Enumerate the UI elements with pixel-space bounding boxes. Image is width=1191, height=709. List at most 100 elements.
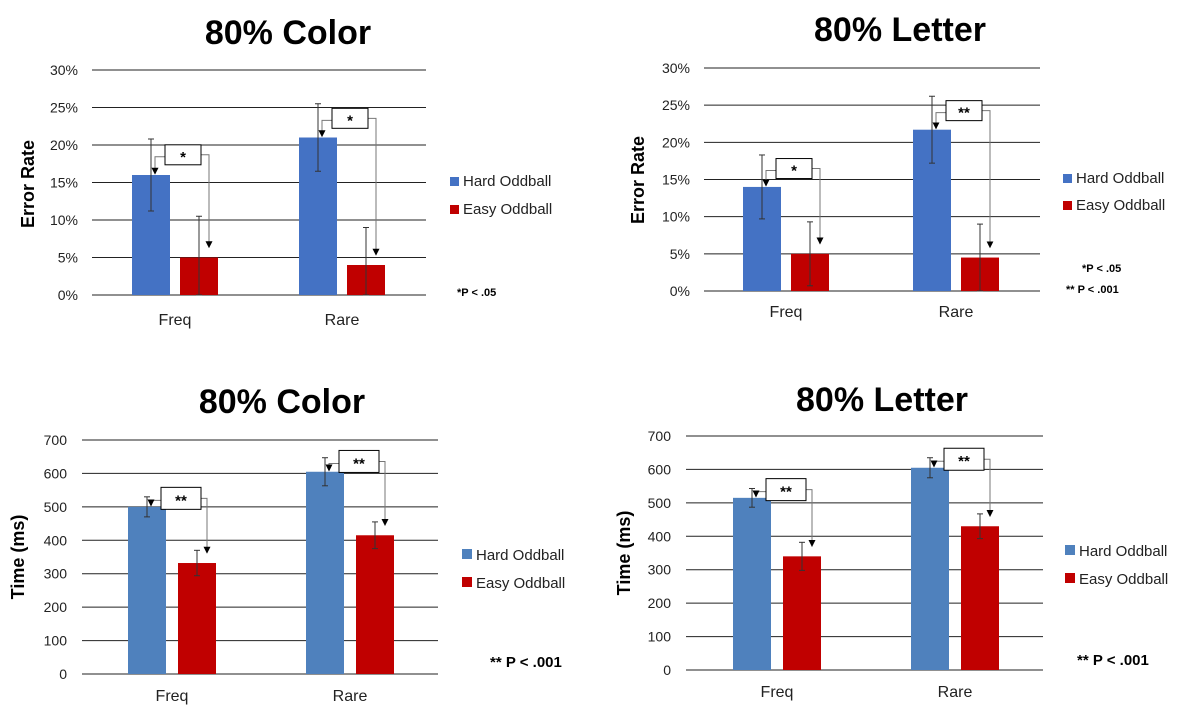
- legend-swatch-hard-oddball: [1065, 545, 1075, 555]
- y-tick-label: 600: [648, 461, 672, 477]
- y-axis-label: Time (ms): [614, 511, 634, 596]
- category-label-freq: Freq: [761, 684, 794, 701]
- significance-arrow-hard: [752, 490, 766, 498]
- significance-note: ** P < .001: [1077, 652, 1149, 669]
- bar-easy-oddball-freq: [783, 556, 821, 670]
- y-tick-label: 0%: [670, 283, 690, 299]
- legend-swatch-hard-oddball: [450, 177, 459, 186]
- y-tick-label: 400: [648, 528, 672, 544]
- legend-swatch-easy-oddball: [1065, 573, 1075, 583]
- legend-label-easy-oddball: Easy Oddball: [463, 201, 552, 218]
- y-tick-label: 20%: [662, 134, 690, 150]
- bar-easy-oddball-rare: [961, 526, 999, 670]
- legend: Hard Oddball Easy Oddball: [450, 173, 552, 218]
- significance-marker: *: [347, 112, 353, 129]
- legend-label-hard-oddball: Hard Oddball: [463, 173, 551, 190]
- y-tick-label: 10%: [50, 212, 78, 228]
- legend-swatch-easy-oddball: [462, 577, 472, 587]
- significance-arrow-hard: [325, 462, 339, 472]
- significance-box: [775, 158, 813, 180]
- category-label-rare: Rare: [938, 684, 973, 701]
- category-label-rare: Rare: [333, 688, 368, 705]
- legend-swatch-hard-oddball: [1063, 174, 1072, 183]
- plot-area: 0% 5% 10% 15% 20% 25% 30% Freq * Rare *: [50, 62, 426, 329]
- bar-easy-oddball-freq: [178, 563, 216, 674]
- y-axis-label: Error Rate: [628, 136, 648, 224]
- significance-box: [943, 447, 985, 471]
- significance-arrow-hard: [318, 119, 332, 138]
- bar-hard-oddball-rare: [911, 467, 949, 670]
- legend-swatch-easy-oddball: [1063, 201, 1072, 210]
- legend-label-easy-oddball: Easy Oddball: [1076, 197, 1165, 214]
- category-label-rare: Rare: [939, 304, 974, 321]
- significance-box: [164, 144, 202, 166]
- category-label-freq: Freq: [159, 312, 192, 329]
- y-tick-label: 300: [44, 566, 68, 582]
- legend-swatch-hard-oddball: [462, 549, 472, 559]
- y-tick-label: 30%: [50, 62, 78, 78]
- significance-arrow-easy: [812, 168, 824, 245]
- significance-marker: *: [180, 149, 186, 166]
- legend: Hard Oddball Easy Oddball: [1063, 170, 1165, 214]
- legend: Hard Oddball Easy Oddball: [462, 547, 565, 592]
- legend-swatch-easy-oddball: [450, 205, 459, 214]
- y-tick-label: 25%: [50, 100, 78, 116]
- significance-marker: **: [958, 453, 970, 470]
- y-tick-label: 300: [648, 562, 672, 578]
- significance-box: [160, 486, 202, 510]
- y-tick-label: 5%: [58, 250, 78, 266]
- significance-arrow-hard: [932, 112, 946, 130]
- bar-easy-oddball-rare: [356, 535, 394, 674]
- plot-area: 0% 5% 10% 15% 20% 25% 30% Freq * Rare **: [662, 60, 1040, 321]
- y-tick-label: 500: [648, 495, 672, 511]
- significance-marker: **: [353, 455, 365, 472]
- significance-box: [338, 449, 380, 473]
- significance-note-1: *P < .05: [1082, 263, 1121, 275]
- chart-title: 80% Color: [199, 383, 365, 421]
- legend-label-hard-oddball: Hard Oddball: [476, 547, 564, 564]
- significance-arrow-hard: [930, 460, 944, 468]
- chart-title: 80% Color: [205, 14, 371, 52]
- significance-arrow-easy: [379, 460, 389, 526]
- category-label-freq: Freq: [156, 688, 189, 705]
- significance-arrow-easy: [201, 497, 211, 554]
- significance-arrow-easy: [201, 154, 213, 249]
- y-tick-label: 10%: [662, 209, 690, 225]
- y-tick-label: 0: [663, 662, 671, 678]
- chart-title: 80% Letter: [796, 381, 968, 419]
- significance-arrow-easy: [806, 489, 816, 548]
- plot-area: 0 100 200 300 400 500 600 700 Freq ** Rare **: [648, 428, 1043, 701]
- bar-hard-oddball-freq: [128, 506, 166, 674]
- legend-label-hard-oddball: Hard Oddball: [1079, 543, 1167, 560]
- y-tick-label: 15%: [50, 175, 78, 191]
- significance-box: [331, 107, 369, 129]
- significance-marker: **: [780, 484, 792, 501]
- y-tick-label: 25%: [662, 97, 690, 113]
- category-label-rare: Rare: [325, 312, 360, 329]
- significance-box: [945, 100, 983, 122]
- chart-title: 80% Letter: [814, 11, 986, 49]
- y-tick-label: 100: [44, 633, 68, 649]
- significance-note: ** P < .001: [490, 654, 562, 671]
- legend-label-easy-oddball: Easy Oddball: [1079, 571, 1168, 588]
- y-tick-label: 400: [44, 532, 68, 548]
- category-label-freq: Freq: [770, 304, 803, 321]
- chart-panel-3: 80% Letter Time (ms) 0 100 200 300 400 500 600…: [614, 381, 1168, 701]
- significance-note-2: ** P < .001: [1066, 284, 1119, 296]
- y-tick-label: 30%: [662, 60, 690, 76]
- y-tick-label: 0%: [58, 287, 78, 303]
- significance-marker: **: [958, 105, 970, 122]
- y-tick-label: 700: [44, 432, 68, 448]
- significance-marker: *: [791, 163, 797, 180]
- y-tick-label: 20%: [50, 137, 78, 153]
- bar-hard-oddball-rare: [306, 471, 344, 674]
- legend-label-hard-oddball: Hard Oddball: [1076, 170, 1164, 187]
- chart-panel-2: 80% Color Time (ms) 0 100 200 300 400 500 600 7…: [8, 383, 565, 705]
- chart-panel-0: 80% Color Error Rate 0% 5% 10% 15% 20% 25% 30%…: [18, 14, 552, 329]
- y-tick-label: 700: [648, 428, 672, 444]
- y-tick-label: 0: [59, 666, 67, 682]
- y-tick-label: 600: [44, 465, 68, 481]
- legend: Hard Oddball Easy Oddball: [1065, 543, 1168, 588]
- significance-arrow-hard: [151, 156, 165, 175]
